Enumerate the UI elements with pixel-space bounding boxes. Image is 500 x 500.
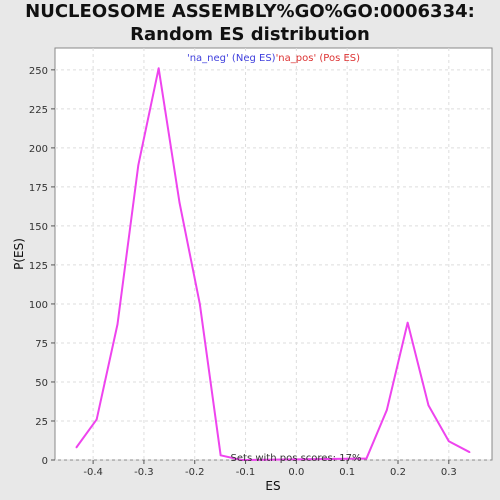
data-point — [427, 404, 430, 407]
data-point — [468, 451, 471, 453]
x-tick-label: 0.1 — [339, 467, 355, 478]
data-point — [75, 446, 78, 449]
y-tick-label: 75 — [35, 339, 48, 350]
data-point — [95, 418, 98, 421]
x-tick-label: 0.0 — [288, 467, 304, 478]
data-point — [219, 454, 222, 457]
x-axis-label: ES — [265, 479, 280, 493]
y-tick-label: 100 — [29, 300, 48, 311]
legend-pos: 'na_pos' (Pos ES) — [276, 53, 361, 64]
data-point — [178, 201, 181, 204]
axes: 0 25 50 75 100 125 150 175 200 225 250 -0.4 -0.3 -0.2… — [29, 66, 457, 478]
data-point — [157, 67, 160, 70]
data-point — [116, 323, 119, 326]
y-tick-label: 50 — [35, 378, 48, 389]
x-tick-label: -0.1 — [236, 467, 256, 478]
x-tick-label: -0.4 — [83, 467, 103, 478]
y-tick-label: 200 — [29, 144, 48, 155]
y-tick-label: 125 — [29, 261, 48, 272]
data-point — [199, 303, 201, 305]
y-axis-label: P(ES) — [12, 238, 26, 270]
y-tick-label: 225 — [29, 105, 48, 116]
data-point — [406, 321, 409, 324]
data-point — [137, 164, 140, 166]
x-tick-label: -0.2 — [185, 467, 205, 478]
data-point — [386, 409, 388, 411]
data-point — [448, 440, 450, 443]
grid — [55, 48, 492, 461]
y-tick-label: 25 — [35, 417, 48, 428]
y-tick-label: 175 — [29, 183, 48, 194]
x-tick-label: 0.2 — [390, 467, 406, 478]
data-point — [365, 457, 368, 460]
legend-neg: 'na_neg' (Neg ES) — [187, 53, 276, 64]
x-tick-label: 0.3 — [441, 467, 457, 478]
annotation: Sets with pos scores: 17% — [231, 453, 362, 464]
x-tick-label: -0.3 — [134, 467, 154, 478]
y-tick-label: 250 — [29, 66, 48, 77]
data-point — [240, 459, 243, 461]
y-tick-label: 0 — [42, 456, 48, 467]
y-tick-label: 150 — [29, 222, 48, 233]
plot-area — [54, 47, 493, 461]
chart-title: NUCLEOSOME ASSEMBLY%GO%GO:0006334: Rando… — [25, 1, 475, 45]
series — [75, 67, 471, 461]
